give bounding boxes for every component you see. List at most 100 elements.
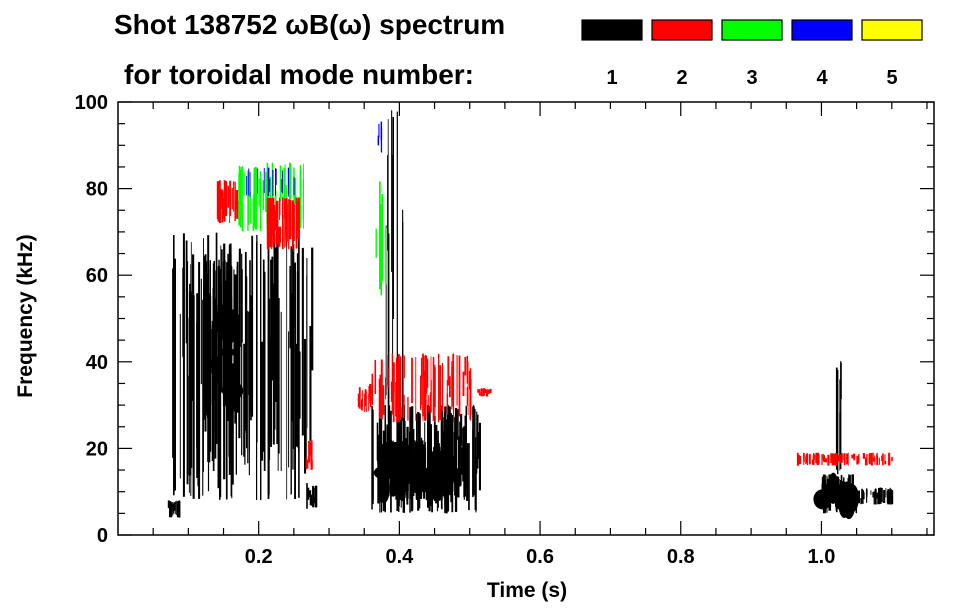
mode-1-streak [881, 488, 883, 503]
mode-2-streak [827, 454, 830, 466]
mode-4-streak [249, 172, 251, 198]
mode-1-streak [424, 448, 426, 467]
mode-4-streak [281, 179, 283, 193]
mode-2-streak [415, 357, 417, 421]
mode-2-streak [870, 452, 873, 466]
mode-1-streak [175, 501, 177, 514]
mode-1-streak [251, 235, 254, 417]
mode-1-streak [391, 463, 394, 497]
mode-2-streak [403, 355, 405, 379]
mode-1-streak [171, 501, 173, 508]
mode-2-streak [489, 390, 492, 394]
mode-1-streak [313, 496, 316, 504]
mode-1-streak [190, 303, 194, 402]
mode-1-streak [466, 443, 469, 501]
mode-1-streak [271, 256, 274, 381]
mode-2-streak [843, 453, 845, 460]
mode-1-streak [291, 293, 293, 422]
mode-2-streak [402, 354, 404, 416]
mode-1-streak [172, 503, 174, 513]
mode-2-streak [452, 357, 454, 414]
mode-2-streak [846, 453, 849, 465]
mode-2-streak [821, 454, 823, 466]
mode-2-streak [361, 398, 363, 407]
mode-2-streak [218, 180, 221, 223]
mode-3-streak [385, 228, 387, 285]
mode-3-streak [294, 177, 297, 205]
mode-2-streak [216, 181, 218, 220]
mode-2-streak [477, 388, 479, 393]
mode-2-streak [881, 455, 882, 461]
mode-3-streak [379, 181, 381, 290]
mode-3-streak [259, 171, 262, 232]
mode-2-streak [229, 180, 232, 216]
mode-2-streak [308, 440, 310, 463]
mode-2-streak [482, 389, 484, 395]
mode-1-streak [245, 278, 248, 433]
mode-2-streak [231, 187, 233, 210]
mode-2-streak [400, 356, 402, 421]
mode-3-streak [279, 165, 282, 202]
mode-2-streak [420, 376, 422, 405]
mode-1-streak [438, 449, 441, 491]
mode-1-region [167, 500, 181, 518]
mode-legend: 1 2 3 4 5 [581, 19, 923, 89]
mode-2-streak [462, 371, 465, 396]
mode-1-streak [179, 314, 181, 479]
mode-1-streak [261, 341, 264, 461]
mode-1-streak [270, 259, 272, 447]
x-tick-label: 1.0 [808, 546, 836, 568]
mode-2-streak [841, 453, 843, 463]
mode-2-streak [266, 197, 270, 250]
mode-1-streak [178, 501, 181, 518]
mode-2-streak [486, 389, 488, 397]
mode-2-streak [446, 393, 449, 415]
mode-2-streak [806, 453, 808, 466]
mode-3-streak [289, 163, 292, 230]
mode-1-streak [840, 361, 842, 469]
mode-4-streak [275, 168, 277, 185]
mode-1-streak [402, 474, 404, 493]
mode-3-streak [293, 167, 295, 231]
mode-1-blob [813, 489, 833, 510]
mode-2-region [371, 353, 472, 423]
legend-label-mode-5: 5 [886, 67, 897, 89]
mode-2-region [305, 440, 313, 470]
mode-1-streak [402, 209, 404, 416]
mode-1-streak [431, 451, 435, 475]
mode-3-streak [381, 194, 383, 281]
mode-2-streak [480, 391, 482, 396]
mode-1-streak [314, 487, 316, 503]
mode-2-streak [396, 381, 399, 423]
mode-3-streak [255, 166, 257, 230]
mode-1-streak [174, 258, 176, 491]
mode-1-blob [378, 473, 390, 504]
mode-1-streak [172, 509, 174, 516]
mode-1-streak [277, 235, 279, 471]
mode-4-streak [248, 168, 250, 196]
mode-1-region [373, 439, 457, 504]
mode-1-streak [211, 320, 214, 461]
mode-2-streak [812, 458, 815, 464]
mode-2-streak [366, 391, 367, 412]
mode-1-region [813, 472, 859, 520]
mode-3-streak [282, 167, 284, 209]
mode-1-streak [197, 295, 199, 436]
mode-2-streak [217, 201, 219, 214]
mode-2-streak [891, 456, 893, 462]
mode-1-region [835, 361, 842, 475]
x-tick-label: 0.4 [385, 546, 414, 568]
mode-1-streak [278, 298, 280, 454]
mode-1-streak [870, 490, 872, 495]
mode-1-streak [376, 422, 379, 461]
mode-2-streak [369, 385, 371, 400]
mode-2-streak [456, 355, 458, 406]
mode-1-streak [874, 488, 877, 505]
mode-2-streak [420, 357, 423, 380]
mode-1-region [385, 110, 404, 427]
legend-swatch-mode-1 [581, 19, 643, 41]
mode-4-streak [380, 128, 383, 153]
mode-2-streak [478, 389, 481, 396]
mode-1-streak [827, 478, 829, 502]
mode-1-streak [311, 247, 314, 371]
